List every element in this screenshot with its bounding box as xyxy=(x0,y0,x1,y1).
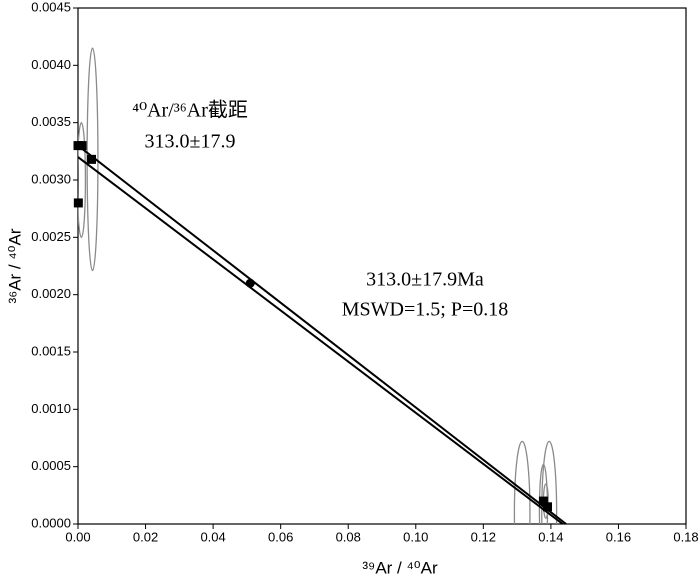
error-ellipse xyxy=(78,122,87,238)
data-point xyxy=(245,278,255,288)
x-tick-label: 0.12 xyxy=(471,529,496,544)
error-ellipse xyxy=(513,440,531,524)
x-tick-label: 0.06 xyxy=(268,529,293,544)
data-point xyxy=(73,198,83,208)
x-tick-label: 0.18 xyxy=(673,529,698,544)
y-tick-label: 0.0040 xyxy=(31,57,71,72)
annotation: ⁴⁰Ar/³⁶Ar截距 xyxy=(132,99,248,122)
annotation: 313.0±17.9 xyxy=(145,131,236,153)
x-tick-label: 0.04 xyxy=(200,529,225,544)
isochron-line xyxy=(78,156,564,524)
data-point xyxy=(543,502,553,512)
y-tick-label: 0.0025 xyxy=(31,229,71,244)
isochron-line xyxy=(78,144,567,524)
plot-frame xyxy=(77,7,687,525)
y-tick-label: 0.0030 xyxy=(31,171,71,186)
y-tick-label: 0.0045 xyxy=(31,0,71,14)
annotation: 313.0±17.9Ma xyxy=(366,269,484,291)
y-tick-label: 0.0005 xyxy=(31,458,71,473)
y-axis-label: ³⁶Ar / ⁴⁰Ar xyxy=(5,228,24,303)
y-tick-label: 0.0035 xyxy=(31,114,71,129)
data-point xyxy=(538,496,548,506)
x-tick-label: 0.14 xyxy=(538,529,563,544)
data-point xyxy=(77,141,87,151)
error-ellipse xyxy=(541,440,558,524)
data-point xyxy=(87,154,97,164)
y-tick-label: 0.0010 xyxy=(31,401,71,416)
annotation: MSWD=1.5; P=0.18 xyxy=(342,299,508,321)
x-tick-label: 0.00 xyxy=(65,529,90,544)
x-tick-label: 0.02 xyxy=(133,529,158,544)
x-tick-label: 0.10 xyxy=(403,529,428,544)
x-axis-label: ³⁹Ar / ⁴⁰Ar xyxy=(362,558,438,577)
y-tick-label: 0.0000 xyxy=(31,515,71,530)
x-tick-label: 0.08 xyxy=(336,529,361,544)
y-tick-label: 0.0020 xyxy=(31,286,71,301)
y-tick-label: 0.0015 xyxy=(31,343,71,358)
x-tick-label: 0.16 xyxy=(606,529,631,544)
